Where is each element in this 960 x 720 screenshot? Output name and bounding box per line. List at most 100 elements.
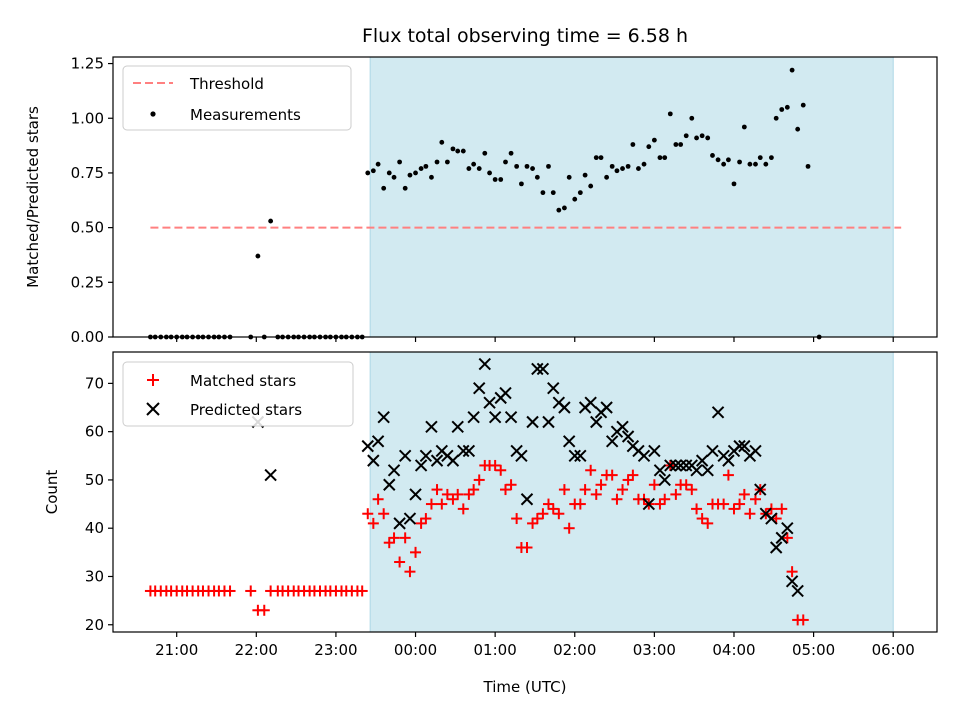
predicted-point [547, 381, 560, 395]
measurement-point [588, 183, 594, 189]
predicted-point [775, 531, 788, 545]
measurement-point [418, 166, 424, 171]
predicted-point [653, 464, 667, 477]
predicted-point [621, 430, 635, 443]
x-tick-label: 23:00 [314, 641, 357, 659]
legend-measurements-label: Measurements [190, 106, 301, 124]
measurement-point [582, 172, 588, 178]
predicted-point [558, 401, 571, 414]
measurement-point [773, 115, 779, 121]
measurement-point [530, 166, 535, 171]
measurement-point [741, 124, 747, 130]
matched-point [531, 513, 543, 525]
measurement-point [651, 137, 657, 143]
matched-point [394, 556, 406, 568]
measurement-point [678, 142, 684, 147]
measurement-point [699, 133, 705, 139]
matched-point [362, 508, 374, 520]
predicted-point [542, 415, 555, 429]
matched-point [680, 479, 692, 491]
predicted-point [616, 420, 629, 434]
measurement-point [498, 177, 504, 182]
matched-point [579, 484, 591, 496]
measurement-point [662, 155, 668, 161]
measurement-point [566, 174, 572, 180]
predicted-point [574, 449, 587, 463]
x-axis-title: Time (UTC) [483, 678, 567, 696]
measurement-point [737, 159, 742, 165]
legend-measurements-swatch [150, 111, 156, 117]
predicted-point [738, 439, 751, 453]
matched-point [499, 484, 511, 496]
measurement-point [466, 166, 472, 171]
bottom-series-matched-stars [144, 459, 809, 626]
matched-point [728, 503, 740, 515]
matched-point [611, 493, 623, 505]
measurement-point [731, 181, 737, 187]
predicted-point [264, 468, 277, 482]
matched-point [595, 479, 607, 491]
bottom-y-tick-label: 70 [85, 374, 104, 392]
matched-point [505, 479, 517, 491]
measurement-point [795, 126, 801, 132]
matched-point [738, 488, 750, 500]
matched-point [563, 522, 575, 534]
predicted-point [749, 444, 762, 458]
matched-point [447, 493, 459, 505]
predicted-point [361, 439, 374, 453]
matched-point [622, 474, 634, 486]
x-tick-label: 06:00 [872, 641, 915, 659]
legend-threshold-label: Threshold [189, 75, 264, 93]
predicted-point [430, 454, 444, 467]
matched-point [511, 513, 523, 525]
measurement-point [683, 133, 689, 139]
measurement-point [444, 159, 450, 165]
predicted-point [674, 459, 687, 472]
predicted-point [680, 459, 693, 472]
predicted-point [600, 401, 613, 414]
measurement-point [381, 185, 387, 191]
measurement-point [514, 163, 520, 169]
bottom-y-tick-label: 40 [85, 519, 104, 537]
measurement-point [434, 159, 440, 165]
measurement-point [769, 155, 774, 161]
measurement-point [268, 218, 274, 224]
measurement-point [397, 159, 403, 165]
matched-point [258, 604, 270, 616]
measurement-point [784, 104, 790, 110]
predicted-point [658, 473, 671, 487]
matched-point [441, 488, 453, 500]
top-axes-frame [112, 56, 938, 338]
measurement-point [577, 190, 583, 196]
matched-point [659, 493, 671, 505]
measurement-point [593, 155, 599, 161]
predicted-point [526, 415, 539, 429]
predicted-point [733, 439, 746, 453]
bottom-legend: Matched stars Predicted stars [122, 361, 354, 427]
top-observing-window [369, 56, 894, 338]
matched-point [558, 484, 570, 496]
measurement-point [657, 155, 663, 161]
predicted-point [765, 512, 778, 525]
matched-point [388, 532, 400, 544]
measurement-point [391, 174, 397, 180]
measurement-point [546, 163, 551, 169]
matched-point [468, 484, 480, 496]
measurement-point [402, 185, 408, 191]
predicted-point [504, 410, 518, 424]
legend-matched-swatch [147, 374, 159, 386]
bottom-axes-frame [112, 351, 938, 633]
matched-point [617, 484, 629, 496]
measurement-point [726, 157, 731, 163]
predicted-point [473, 381, 486, 395]
measurement-point [710, 153, 715, 158]
top-y-tick-label: 0.50 [71, 219, 104, 237]
predicted-point [562, 435, 576, 448]
measurement-point [625, 163, 631, 169]
matched-point [776, 503, 788, 515]
predicted-point [393, 517, 406, 530]
measurement-point [460, 148, 466, 154]
measurement-point [375, 161, 381, 167]
predicted-point [669, 459, 683, 472]
